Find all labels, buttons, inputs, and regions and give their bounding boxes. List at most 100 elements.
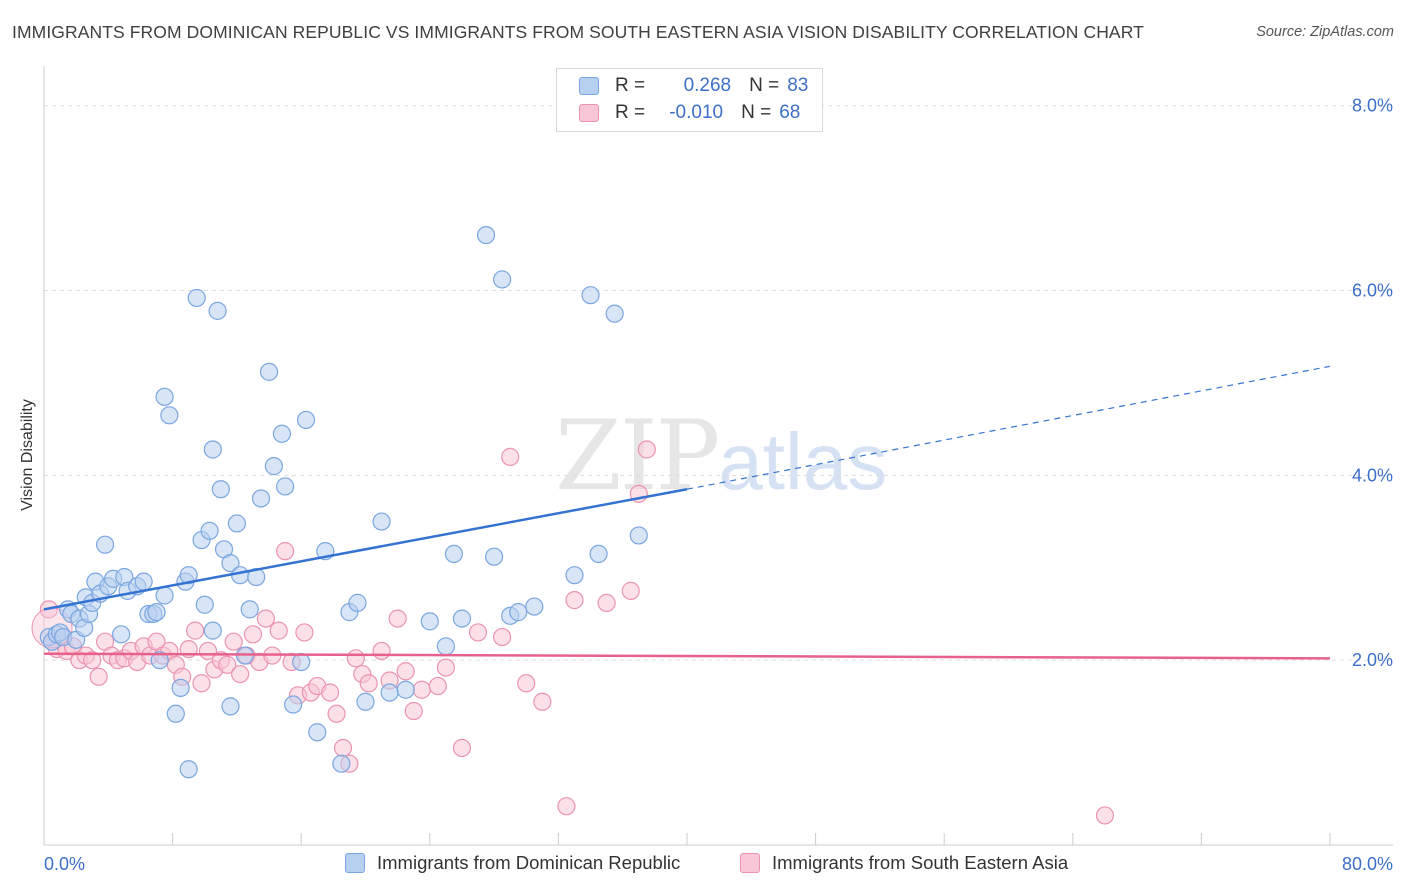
axes	[43, 66, 1393, 846]
data-point-dominican-republic	[203, 440, 222, 459]
series-dominican-republic-points	[39, 225, 648, 779]
data-point-dominican-republic	[155, 387, 174, 406]
trend-line-dominican-republic-extension	[686, 365, 1331, 490]
data-point-south-eastern-asia	[333, 738, 353, 758]
data-point-south-eastern-asia	[243, 625, 263, 644]
r-label: R =	[615, 75, 646, 96]
data-point-south-eastern-asia	[493, 627, 512, 647]
legend-swatch-pink	[740, 853, 760, 873]
legend-swatch-blue	[345, 853, 365, 873]
y-tick-label: 8.0%	[1352, 96, 1393, 116]
data-point-south-eastern-asia	[1095, 806, 1115, 825]
data-point-dominican-republic	[208, 301, 227, 320]
r-value: -0.010	[669, 102, 724, 123]
data-point-dominican-republic	[264, 457, 283, 476]
chart-title: IMMIGRANTS FROM DOMINICAN REPUBLIC VS IM…	[12, 22, 1144, 42]
n-value: 83	[787, 75, 809, 96]
data-point-dominican-republic	[452, 609, 472, 628]
data-point-dominican-republic	[179, 760, 198, 779]
stats-legend: R = 0.268 N = 83 R = -0.010 N = 68	[556, 68, 823, 132]
data-point-dominican-republic	[160, 406, 179, 425]
data-point-south-eastern-asia	[517, 674, 536, 693]
n-label: N =	[741, 102, 772, 123]
data-point-dominican-republic	[211, 480, 230, 499]
data-point-dominican-republic	[240, 600, 259, 619]
data-point-south-eastern-asia	[346, 649, 365, 668]
data-point-dominican-republic	[629, 526, 648, 545]
data-point-south-eastern-asia	[565, 591, 584, 610]
data-point-dominican-republic	[476, 225, 496, 245]
data-point-south-eastern-asia	[501, 447, 520, 466]
data-point-south-eastern-asia	[533, 692, 552, 711]
data-point-south-eastern-asia	[621, 581, 640, 600]
data-point-dominican-republic	[444, 544, 464, 564]
data-point-south-eastern-asia	[372, 641, 391, 661]
data-point-dominican-republic	[221, 554, 240, 573]
n-label: N =	[749, 75, 780, 96]
data-point-dominican-republic	[380, 683, 399, 702]
data-point-south-eastern-asia	[218, 655, 237, 674]
data-point-dominican-republic	[166, 704, 185, 723]
data-point-south-eastern-asia	[327, 704, 346, 723]
source-label: Source: ZipAtlas.com	[1256, 24, 1394, 40]
data-point-south-eastern-asia	[359, 674, 378, 693]
legend-item-south-eastern-asia: Immigrants from South Eastern Asia	[740, 852, 1068, 874]
y-tick-label: 2.0%	[1352, 650, 1393, 670]
data-point-dominican-republic	[187, 288, 206, 308]
x-ticks	[172, 833, 1331, 845]
data-point-dominican-republic	[150, 651, 169, 670]
data-point-south-eastern-asia	[224, 632, 243, 651]
data-point-south-eastern-asia	[186, 621, 205, 640]
data-point-dominican-republic	[276, 477, 295, 496]
y-tick-label: 6.0%	[1352, 281, 1393, 301]
data-point-dominican-republic	[179, 566, 198, 585]
data-point-dominican-republic	[372, 512, 391, 531]
data-point-south-eastern-asia	[89, 667, 108, 686]
data-point-south-eastern-asia	[404, 701, 423, 721]
data-point-south-eastern-asia	[321, 683, 340, 702]
data-point-dominican-republic	[485, 547, 504, 566]
data-point-dominican-republic	[203, 621, 222, 640]
data-point-dominican-republic	[95, 535, 115, 554]
data-point-dominican-republic	[436, 637, 455, 656]
r-label: R =	[615, 102, 646, 123]
y-tick-label: 4.0%	[1352, 465, 1393, 485]
data-point-dominican-republic	[251, 489, 271, 508]
data-point-south-eastern-asia	[192, 674, 211, 693]
data-point-south-eastern-asia	[256, 609, 275, 628]
data-point-south-eastern-asia	[231, 664, 250, 684]
data-point-dominican-republic	[356, 692, 375, 711]
trend-line-dominican-republic	[43, 487, 688, 611]
data-point-dominican-republic	[227, 514, 246, 533]
data-point-south-eastern-asia	[83, 651, 102, 670]
data-point-south-eastern-asia	[276, 542, 295, 561]
legend-item-dominican-republic: Immigrants from Dominican Republic	[345, 852, 680, 874]
data-point-dominican-republic	[272, 424, 292, 443]
data-point-dominican-republic	[155, 586, 174, 605]
data-point-dominican-republic	[292, 652, 311, 672]
data-point-south-eastern-asia	[428, 676, 447, 696]
data-point-south-eastern-asia	[436, 658, 455, 677]
stats-legend-row-blue: R = 0.268 N = 83	[579, 74, 808, 98]
data-point-south-eastern-asia	[557, 797, 576, 816]
data-point-dominican-republic	[308, 723, 327, 742]
n-value: 68	[779, 102, 801, 123]
x-tick-label-max: 80.0%	[1342, 854, 1393, 874]
data-point-dominican-republic	[605, 304, 624, 323]
data-point-south-eastern-asia	[295, 623, 314, 642]
data-point-dominican-republic	[171, 678, 190, 698]
r-value: 0.268	[683, 75, 732, 96]
data-point-dominican-republic	[493, 270, 512, 289]
data-point-dominican-republic	[134, 572, 153, 591]
x-tick-label-min: 0.0%	[44, 854, 85, 874]
data-point-dominican-republic	[231, 566, 250, 585]
data-point-south-eastern-asia	[637, 440, 656, 459]
data-point-south-eastern-asia	[396, 662, 415, 681]
data-point-dominican-republic	[420, 612, 439, 631]
legend-label: Immigrants from Dominican Republic	[377, 852, 681, 873]
legend-swatch-pink	[579, 104, 599, 122]
watermark-atlas: atlas	[718, 417, 888, 506]
data-point-south-eastern-asia	[388, 609, 407, 628]
data-point-dominican-republic	[259, 362, 279, 381]
